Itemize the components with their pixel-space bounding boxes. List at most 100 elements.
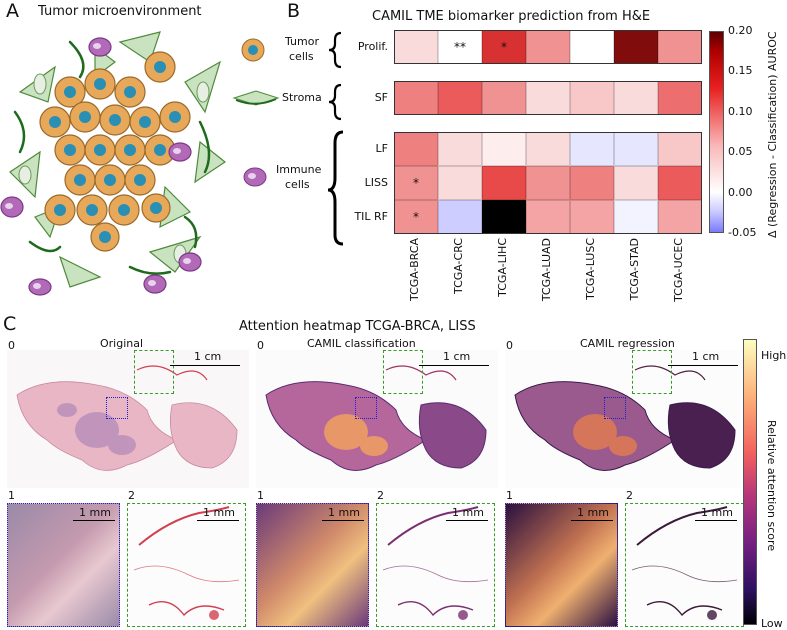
inset2-index: 2 xyxy=(128,489,135,502)
scale-label-1mm: 1 mm xyxy=(79,506,111,519)
region2-box xyxy=(134,350,174,394)
heatmap-cell xyxy=(482,166,526,200)
scale-label-1cm: 1 cm xyxy=(194,350,222,363)
inset2-index: 2 xyxy=(626,489,633,502)
scale-bar-1mm xyxy=(571,520,613,521)
heatmap-cell xyxy=(570,200,614,234)
region1-box xyxy=(106,397,128,419)
heatmap-cell xyxy=(482,81,526,115)
heatmap-column-label: TCGA-LIHC xyxy=(496,238,509,297)
heatmap-cell xyxy=(570,132,614,166)
col3-title: CAMIL regression xyxy=(580,337,675,350)
biomarker-heatmap: ** * * * xyxy=(394,30,702,234)
heatmap-cell xyxy=(438,200,482,234)
heatmap-cell xyxy=(570,166,614,200)
heatmap-cell xyxy=(658,30,702,64)
heatmap-row-label: SF xyxy=(374,91,388,104)
heatmap-column-label: TCGA-CRC xyxy=(452,238,465,294)
heatmap-significance-marker: ** xyxy=(454,40,466,54)
panel-c-title: Attention heatmap TCGA-BRCA, LISS xyxy=(239,319,476,334)
scale-label-1mm: 1 mm xyxy=(328,506,360,519)
legend-immune-line1: Immune xyxy=(276,163,322,176)
attention-colorbar-low: Low xyxy=(761,617,783,630)
auroc-colorbar-tick: -0.05 xyxy=(728,226,757,239)
heatmap-row-labels: Prolif. SF LF LISS TIL RF xyxy=(340,30,390,234)
legend-immune-line2: cells xyxy=(285,178,310,191)
scale-bar-1mm xyxy=(197,520,239,521)
heatmap-cell xyxy=(614,30,658,64)
heatmap-cell xyxy=(658,81,702,115)
auroc-colorbar-tick: 0.10 xyxy=(728,104,753,118)
inset2-index: 2 xyxy=(377,489,384,502)
heatmap-cell xyxy=(394,81,438,115)
heatmap-cell xyxy=(394,30,438,64)
scale-bar-1mm xyxy=(322,520,364,521)
heatmap-cell xyxy=(614,166,658,200)
heatmap-row-label: TIL RF xyxy=(354,210,388,223)
heatmap-column-label: TCGA-UCEC xyxy=(672,238,685,302)
region1-box xyxy=(604,397,626,419)
heatmap-cell xyxy=(658,166,702,200)
heatmap-cell xyxy=(526,30,570,64)
heatmap-column-label: TCGA-STAD xyxy=(628,238,641,301)
heatmap-cell xyxy=(394,132,438,166)
heatmap-cell xyxy=(614,132,658,166)
inset1-index: 1 xyxy=(506,489,513,502)
inset1-index: 1 xyxy=(8,489,15,502)
inset-region1 xyxy=(256,503,369,627)
heatmap-significance-marker: * xyxy=(413,176,419,190)
legend-tumor-line2: cells xyxy=(289,50,314,63)
heatmap-cell xyxy=(526,166,570,200)
inset2-tissue-fibers xyxy=(631,506,738,620)
heatmap-cell xyxy=(570,30,614,64)
heatmap-row-label: LISS xyxy=(364,176,388,189)
heatmap-cell xyxy=(658,200,702,234)
col2-title: CAMIL classification xyxy=(307,337,416,350)
attention-colorbar-high: High xyxy=(761,349,787,362)
scale-bar-1cm xyxy=(419,365,489,366)
heatmap-row-label: LF xyxy=(375,142,388,155)
col1-index: 0 xyxy=(8,339,15,352)
regression-slide-thumbnail xyxy=(505,350,747,488)
col2-index: 0 xyxy=(257,339,264,352)
inset-region1 xyxy=(505,503,618,627)
heatmap-cell xyxy=(438,166,482,200)
heatmap-cell xyxy=(658,132,702,166)
auroc-colorbar-tick: 0.00 xyxy=(728,185,753,199)
panel-a-title: Tumor microenvironment xyxy=(38,4,202,19)
heatmap-row-label: Prolif. xyxy=(357,40,388,53)
scale-label-1mm: 1 mm xyxy=(452,506,484,519)
auroc-colorbar-ticks: 0.20 0.15 0.10 0.05 0.00 -0.05 xyxy=(724,24,764,239)
heatmap-column-label: TCGA-LUSC xyxy=(584,238,597,300)
heatmap-cell xyxy=(526,81,570,115)
heatmap-cell xyxy=(482,132,526,166)
panel-c-letter: C xyxy=(3,313,17,335)
legend-tumor-line1: Tumor xyxy=(285,35,319,48)
scale-bar-1mm xyxy=(73,520,115,521)
heatmap-cell xyxy=(394,200,438,234)
original-slide-thumbnail xyxy=(7,350,249,488)
heatmap-column-label: TCGA-BRCA xyxy=(408,238,421,301)
scale-bar-1cm xyxy=(668,365,738,366)
panel-a-letter: A xyxy=(6,0,19,22)
group-braces xyxy=(327,31,344,246)
heatmap-cell xyxy=(438,81,482,115)
heatmap-significance-marker: * xyxy=(413,210,419,224)
heatmap-cell xyxy=(570,81,614,115)
heatmap-cell xyxy=(526,132,570,166)
scale-label-1mm: 1 mm xyxy=(203,506,235,519)
panel-b-letter: B xyxy=(287,0,301,22)
heatmap-cell xyxy=(526,200,570,234)
inset2-tissue-fibers xyxy=(382,506,489,620)
col3-index: 0 xyxy=(506,339,513,352)
col1-title: Original xyxy=(100,337,144,350)
auroc-colorbar-tick: 0.20 xyxy=(728,24,753,37)
tumor-microenvironment-illustration xyxy=(0,31,227,296)
region2-box xyxy=(632,350,672,394)
scale-bar-1cm xyxy=(170,365,240,366)
scale-label-1mm: 1 mm xyxy=(701,506,733,519)
inset-region1 xyxy=(7,503,120,627)
classification-slide-thumbnail xyxy=(256,350,498,488)
heatmap-cell xyxy=(394,166,438,200)
inset-region2 xyxy=(376,503,495,627)
